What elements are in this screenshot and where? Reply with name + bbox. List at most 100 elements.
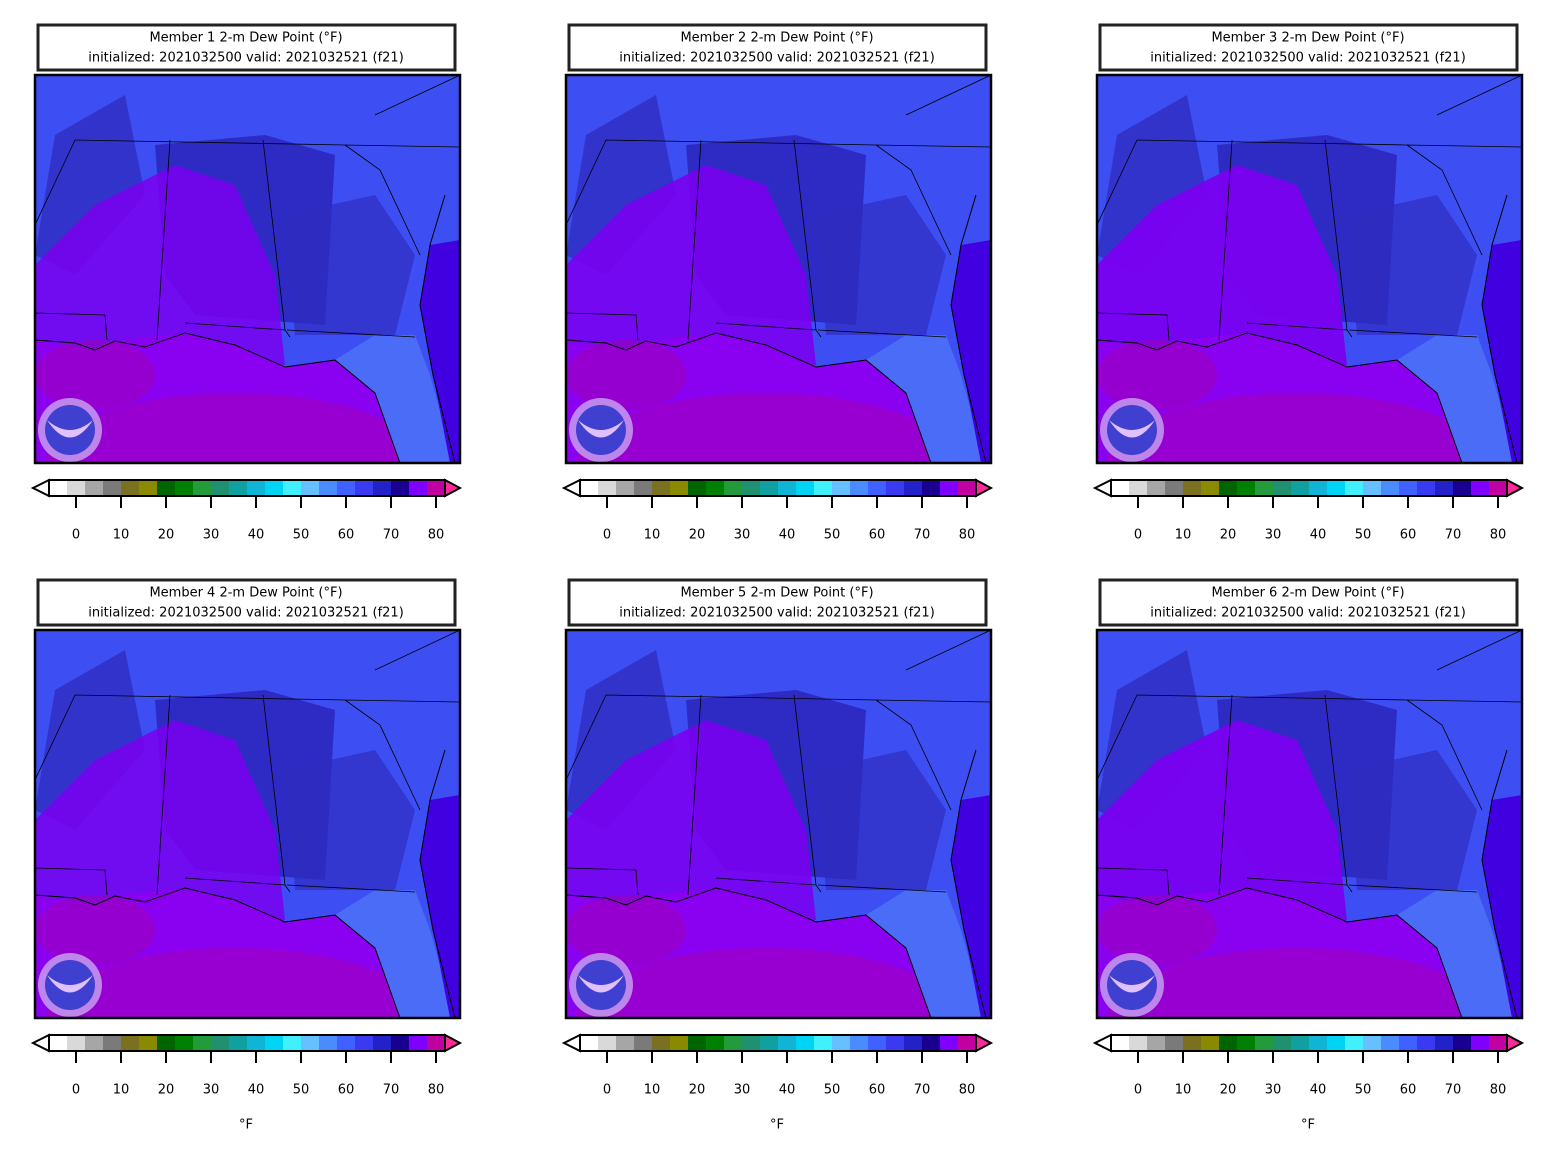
- atlantic: [420, 795, 460, 1018]
- colorbar-swatch: [742, 1035, 761, 1051]
- colorbar-swatch: [1345, 480, 1364, 496]
- state-lines: [35, 75, 460, 341]
- gulf-warm: [1107, 393, 1487, 463]
- colorbar-swatch: [652, 480, 671, 496]
- dark-region: [285, 750, 415, 890]
- panel-subtitle: initialized: 2021032500 valid: 202103252…: [88, 51, 404, 66]
- colorbar-tick-label: 70: [1445, 528, 1462, 543]
- coastline: [1097, 194, 1518, 463]
- colorbar-tick-label: 20: [158, 528, 175, 543]
- colorbar-swatch: [868, 480, 887, 496]
- colorbar-swatch: [1237, 1035, 1256, 1051]
- colorbar-swatch: [319, 1035, 338, 1051]
- colorbar-swatch: [832, 480, 851, 496]
- panel: Member 4 2-m Dew Point (°F) initialized: …: [30, 578, 463, 1133]
- colorbar-tick-label: 80: [959, 528, 976, 543]
- colorbar-swatch: [1129, 1035, 1148, 1051]
- colorbar-swatch: [85, 480, 104, 496]
- colorbar-swatch: [121, 480, 140, 496]
- colorbar-tick-label: 20: [689, 1083, 706, 1098]
- panel-subtitle: initialized: 2021032500 valid: 202103252…: [619, 51, 935, 66]
- colorbar-swatch: [139, 480, 158, 496]
- colorbar-swatch: [886, 480, 905, 496]
- colorbar-swatch: [1219, 1035, 1238, 1051]
- colorbar-over: [444, 478, 463, 498]
- colorbar-swatch: [1327, 480, 1346, 496]
- panel: Member 5 2-m Dew Point (°F) initialized: …: [561, 578, 994, 1133]
- gulf-warm: [35, 340, 155, 410]
- state-lines: [566, 75, 991, 341]
- colorbar-swatch: [598, 480, 617, 496]
- colorbar-tick-label: 40: [1310, 528, 1327, 543]
- colorbar-swatch: [373, 1035, 392, 1051]
- colorbar-tick-label: 0: [1134, 1083, 1142, 1098]
- colorbar-swatch: [1273, 480, 1292, 496]
- colorbar-swatch: [301, 480, 320, 496]
- colorbar-tick-label: 20: [158, 1083, 175, 1098]
- colorbar-swatch: [598, 1035, 617, 1051]
- colorbar-under: [1092, 1033, 1112, 1053]
- colorbar-swatch: [850, 480, 869, 496]
- florida: [335, 335, 455, 463]
- colorbar-frame: [579, 479, 977, 497]
- colorbar-swatch: [301, 1035, 320, 1051]
- colorbar-swatch: [67, 1035, 86, 1051]
- colorbar-swatch: [1291, 1035, 1310, 1051]
- atlantic: [420, 240, 460, 463]
- colorbar-tick-label: 80: [1490, 1083, 1507, 1098]
- panel-title: Member 4 2-m Dew Point (°F): [149, 586, 342, 601]
- colorbar-tick-label: 80: [428, 1083, 445, 1098]
- colorbar-tick-label: 70: [1445, 1083, 1462, 1098]
- colorbar-label: °F: [770, 1118, 784, 1133]
- gulf-warm: [45, 393, 425, 463]
- colorbar-swatch: [1291, 480, 1310, 496]
- panel-title: Member 5 2-m Dew Point (°F): [680, 586, 873, 601]
- colorbar-tick-label: 20: [1220, 528, 1237, 543]
- colorbar-under: [1092, 478, 1112, 498]
- map-frame: [564, 628, 993, 1020]
- dark-region: [566, 650, 676, 830]
- colorbar-swatch: [211, 480, 230, 496]
- colorbar-swatch: [670, 480, 689, 496]
- colorbar-swatch: [760, 1035, 779, 1051]
- colorbar-swatch: [850, 1035, 869, 1051]
- colorbar-label: °F: [1301, 1118, 1315, 1133]
- gulf-warm: [566, 340, 686, 410]
- colorbar-swatch: [337, 480, 356, 496]
- colorbar-tick-label: 60: [338, 528, 355, 543]
- florida: [1397, 335, 1517, 463]
- colorbar-swatch: [940, 1035, 959, 1051]
- colorbar-swatch: [355, 480, 374, 496]
- colorbar-tick-label: 70: [383, 528, 400, 543]
- atlantic: [1482, 240, 1522, 463]
- colorbar-swatch: [193, 1035, 212, 1051]
- coastline: [1097, 749, 1518, 1018]
- colorbar-tick-label: 60: [338, 1083, 355, 1098]
- colorbar-tick-label: 50: [1355, 528, 1372, 543]
- map: [1097, 630, 1522, 1018]
- colorbar-swatch: [1219, 480, 1238, 496]
- colorbar-tick-label: 20: [689, 528, 706, 543]
- colorbar-swatch: [247, 480, 266, 496]
- colorbar-frame: [48, 479, 446, 497]
- coastline: [566, 749, 987, 1018]
- title-box: [567, 578, 988, 627]
- colorbar-swatch: [904, 1035, 923, 1051]
- colorbar-swatch: [832, 1035, 851, 1051]
- colorbar-tick-label: 10: [1175, 1083, 1192, 1098]
- colorbar-over: [444, 1033, 463, 1053]
- colorbar-tick-label: 60: [1400, 1083, 1417, 1098]
- colorbar-swatch: [139, 1035, 158, 1051]
- colorbar-over: [975, 1033, 994, 1053]
- colorbar-under: [561, 478, 581, 498]
- coastline: [566, 194, 987, 463]
- colorbar-tick-label: 0: [1134, 528, 1142, 543]
- colorbar-frame: [579, 1034, 977, 1052]
- colorbar-swatch: [1489, 480, 1508, 496]
- colorbar-tick-label: 50: [1355, 1083, 1372, 1098]
- colorbar-swatch: [1453, 480, 1472, 496]
- colorbar-swatch: [1309, 480, 1328, 496]
- map-frame: [33, 628, 462, 1020]
- colorbar-swatch: [409, 480, 428, 496]
